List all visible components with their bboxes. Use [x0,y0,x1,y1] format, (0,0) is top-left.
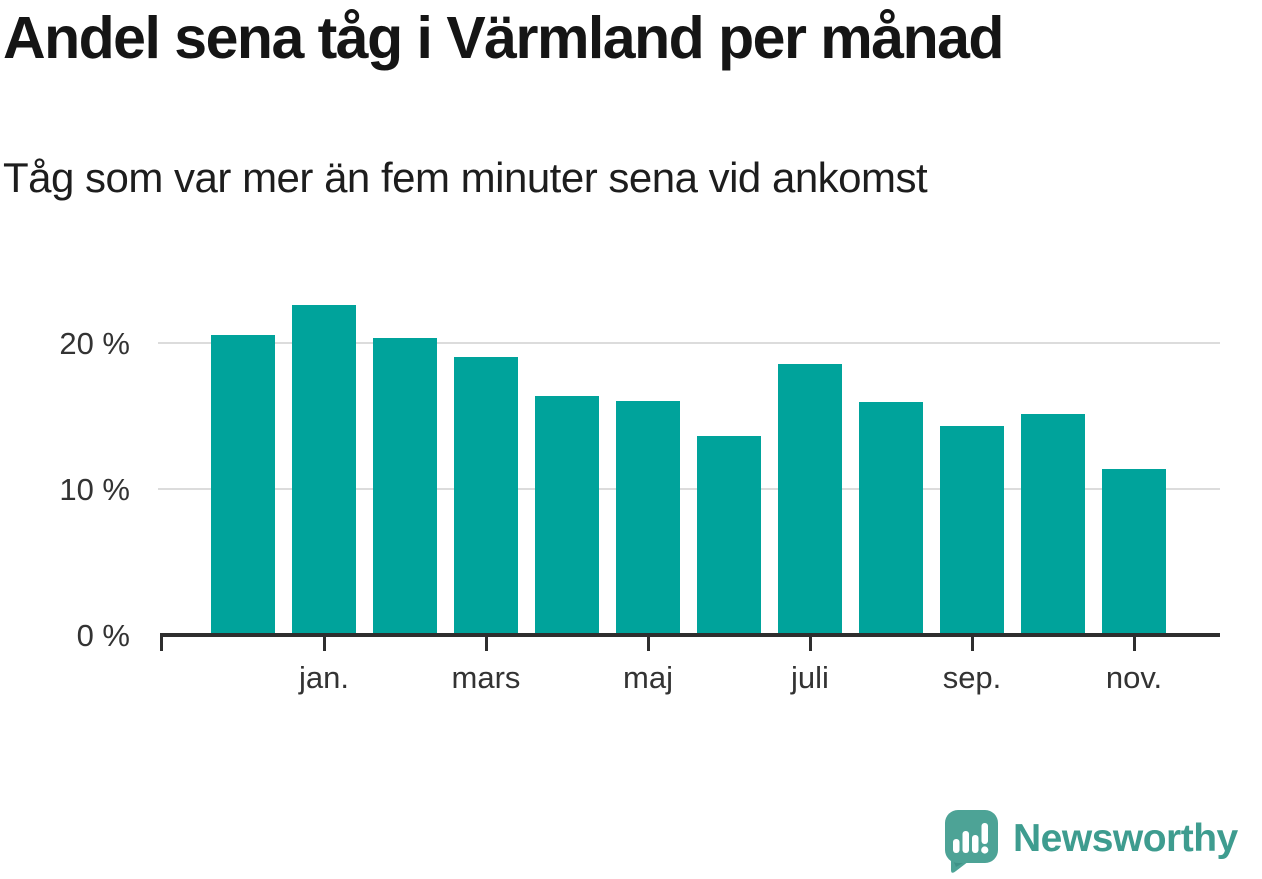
y-axis-label-20: 20 % [59,326,130,361]
newsworthy-speech-bubble-bars-icon [945,810,998,873]
bar-sep [940,425,1004,636]
x-axis-label-maj: maj [623,660,673,695]
bar-maj [616,400,680,636]
chart-subtitle: Tåg som var mer än fem minuter sena vid … [3,154,928,201]
bar-dec [211,335,275,636]
newsworthy-logo: Newsworthy [942,808,1238,876]
bar-jan [292,304,356,636]
x-axis-tick-sep [970,637,974,651]
x-axis-tick-juli [808,637,812,651]
y-axis-label-0: 0 % [76,618,130,653]
x-axis-line [160,633,1220,637]
bar-aug [859,402,923,636]
x-axis-label-mars: mars [451,660,521,695]
x-axis-tick-mars [484,637,488,651]
bar-feb [373,338,437,636]
gridline-20 [158,342,1220,344]
x-axis-label-nov: nov. [1105,660,1163,695]
gridline-10 [158,488,1220,490]
chart-title: Andel sena tåg i Värmland per månad [3,5,1004,71]
x-axis-tick-jan [322,637,326,651]
bar-juli [778,364,842,636]
bar-mars [454,357,518,636]
y-axis-label-10: 10 % [59,472,130,507]
bar-juni [697,435,761,636]
x-axis-label-juli: juli [791,660,829,695]
x-axis-label-sep: sep. [942,660,1002,695]
x-axis-tick-nov [1132,637,1136,651]
x-axis-tick-origin [160,637,163,651]
bar-apr [535,396,599,636]
newsworthy-logo-text: Newsworthy [1013,816,1238,860]
x-axis-label-jan: jan. [299,660,349,695]
x-axis-tick-maj [646,637,650,651]
bar-nov [1102,469,1166,636]
bar-okt [1021,414,1085,636]
bar-chart: 0 % 10 % 20 % jan. mars maj juli sep. nov. [59,304,1220,695]
